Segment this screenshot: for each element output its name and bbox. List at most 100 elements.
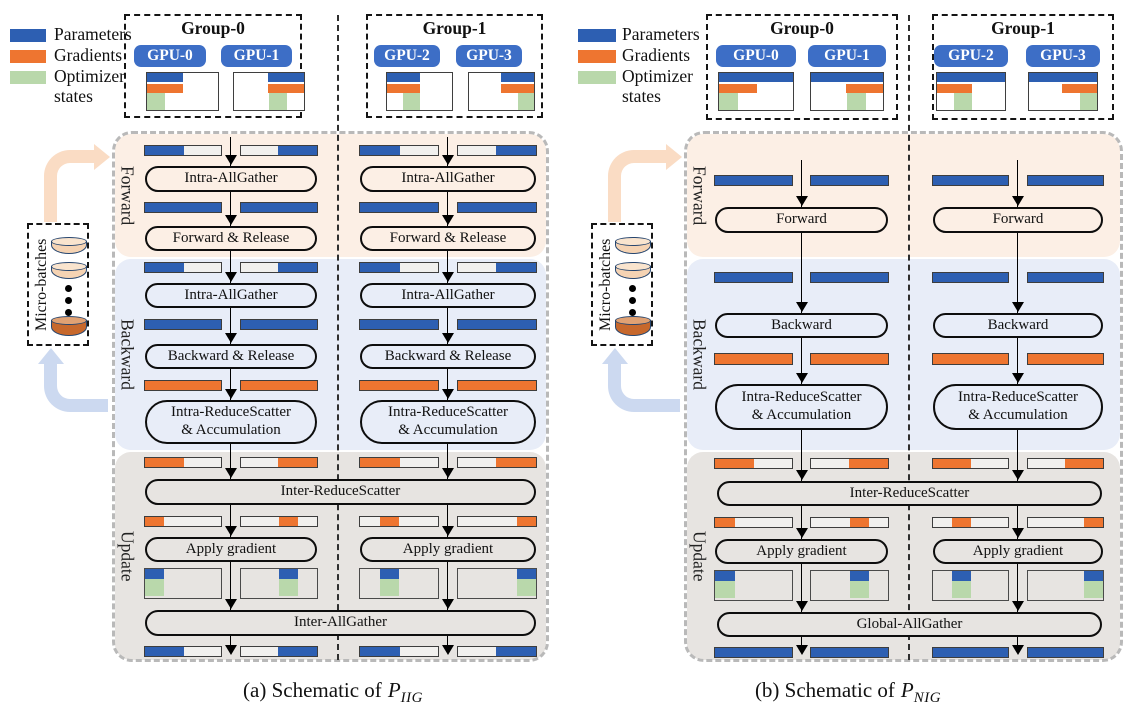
op-pill-label: Intra-ReduceScatter [958,389,1078,406]
microbatch-cylinder [615,262,651,279]
optimizer-state-block [951,581,971,598]
param-bar [240,646,318,657]
param-shard-segment [360,320,438,329]
op-pill-label: Apply gradient [402,540,494,557]
grad-bar [359,380,439,391]
grad-shard-segment [360,381,438,390]
param-bar [359,145,439,156]
down-arrowhead-icon [442,272,454,282]
ellipsis-dot-icon [629,297,636,304]
caption-symbol: P [387,678,401,702]
grad-bar [457,516,537,527]
op-pill: Intra-ReduceScatter & Accumulation [145,400,317,444]
param-shard-segment [933,648,1008,657]
op-pill-label-line2: & Accumulation [398,422,498,438]
grad-bar [359,516,439,527]
down-arrowhead-icon [795,528,808,538]
param-shard-segment [241,320,317,329]
grad-shard-segment [279,517,299,526]
grad-shard-segment [933,459,972,468]
microbatch-cylinder [51,262,87,279]
down-arrowhead-icon [1012,601,1024,611]
param-mem-segment [387,73,421,82]
gradient-return-arrow [608,360,680,412]
group-title: Group-0 [770,18,834,38]
op-pill: Backward & Release [145,344,317,369]
updated-param-opt-box [359,568,439,599]
grad-shard-segment [360,458,400,467]
param-shard-segment [496,647,536,656]
up-arrowhead-icon [602,348,628,364]
param-shard-cap [279,569,299,579]
ellipsis-dot-icon [629,285,636,292]
gpu-memory-box [810,72,884,111]
grad-shard-segment [241,381,317,390]
down-arrowhead-icon [1012,302,1024,312]
optimizer-mem-segment [517,93,534,110]
grad-bar [240,516,318,527]
param-shard-segment [360,647,400,656]
param-shard-segment [145,647,184,656]
gradient-return-arrow [44,360,108,412]
legend-label-param: Parameters [622,24,700,44]
param-shard-segment [715,273,792,282]
gpu-pill: GPU-3 [1026,45,1100,67]
param-bar [144,145,222,156]
grad-bar [240,457,318,468]
cylinder-top [615,262,651,271]
param-shard-cap [1084,571,1103,581]
op-pill-label: Forward [992,211,1044,228]
microbatch-cylinder [51,237,87,254]
down-arrowhead-icon [442,526,454,536]
down-arrowhead-icon [442,468,454,478]
phase-label-backward: Backward [117,319,138,390]
right-arrowhead-icon [666,144,682,170]
grad-shard-segment [951,518,971,527]
op-pill: Backward & Release [360,344,536,369]
grad-shard-segment [1064,459,1103,468]
gpu-pill: GPU-1 [221,45,292,67]
param-bar [359,262,439,273]
gpu-memory-box [386,72,453,111]
param-shard-segment [278,263,317,272]
op-pill: Intra-AllGather [145,166,317,192]
param-shard-cap [379,569,400,579]
down-arrowhead-icon [1012,645,1024,655]
gpu-pill: GPU-2 [934,45,1008,67]
param-bar [714,647,793,658]
op-pill-label-line2: & Accumulation [181,422,281,438]
param-mem-segment [937,73,1005,82]
down-arrowhead-icon [795,373,808,383]
param-shard-segment [145,263,184,272]
grad-shard-segment [145,381,221,390]
param-mem-segment [500,73,534,82]
param-bar [359,646,439,657]
updated-param-opt-box [1027,570,1104,601]
down-arrowhead-icon [442,215,454,225]
param-bar [932,647,1009,658]
group-title: Group-1 [422,18,487,38]
micro-batches-label: Micro-batches [597,238,614,331]
op-pill-label: Intra-AllGather [184,170,278,187]
cylinder-top [51,316,87,325]
legend-swatch-grad [578,50,616,63]
op-pill: Apply gradient [145,537,317,562]
down-arrowhead-icon [225,155,237,165]
optimizer-state-block [145,579,165,596]
param-shard-segment [933,273,1008,282]
param-shard-segment [145,146,184,155]
op-pill: Intra-ReduceScatter & Accumulation [715,384,888,430]
grad-mem-segment [387,84,421,93]
down-arrowhead-icon [795,601,808,611]
op-pill-label: Intra-ReduceScatter [171,404,291,421]
down-arrowhead-icon [795,196,808,206]
param-shard-segment [278,647,317,656]
param-bar [810,647,889,658]
up-arrowhead-icon [38,348,64,364]
down-arrowhead-icon [795,302,808,312]
grad-shard-segment [145,458,184,467]
optimizer-mem-segment [1080,93,1097,110]
down-arrowhead-icon [225,468,237,478]
down-arrowhead-icon [795,470,808,480]
param-shard-cap [849,571,870,581]
